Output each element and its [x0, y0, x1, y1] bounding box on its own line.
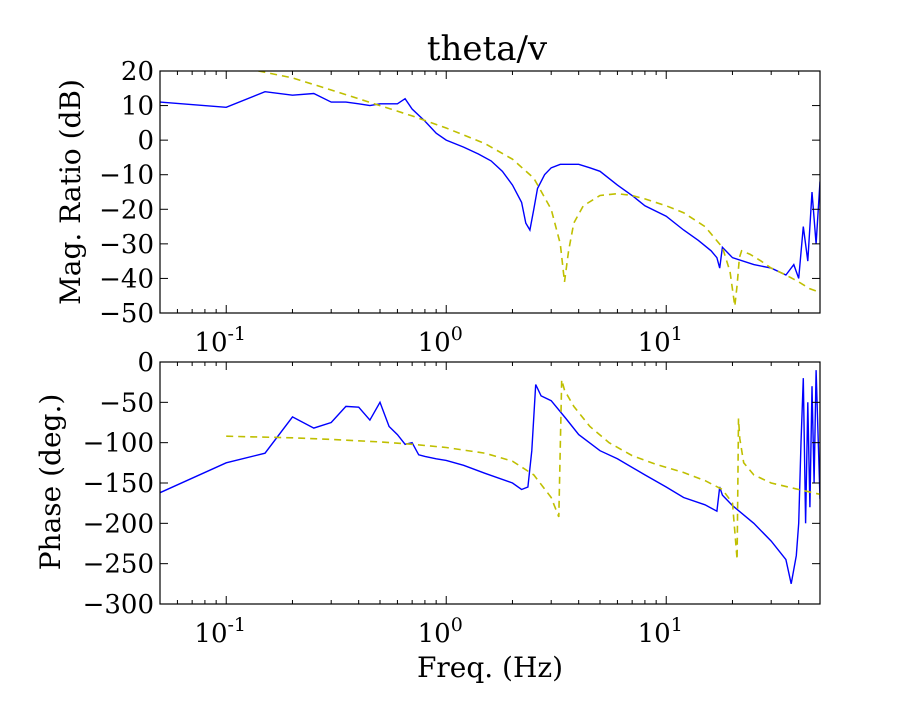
phase-x-tick-label: 100	[418, 614, 463, 649]
magnitude-y-tick-label: −50	[99, 299, 154, 329]
magnitude-y-tick-label: −20	[99, 195, 154, 225]
phase-y-tick-label: −150	[83, 469, 154, 499]
magnitude-plot-frame	[159, 70, 821, 314]
magnitude-x-tick-label: 10-1	[194, 323, 246, 358]
figure-xlabel: Freq. (Hz)	[417, 651, 563, 684]
magnitude-y-tick-label: 0	[137, 126, 154, 156]
figure-title: theta/v	[427, 29, 548, 69]
phase-series-measured-line	[160, 370, 820, 584]
phase-y-tick-label: 0	[137, 348, 154, 378]
magnitude-y-tick-label: −30	[99, 230, 154, 260]
phase-series-model-line	[226, 379, 820, 560]
phase-series-group	[160, 370, 820, 584]
phase-y-tick-label: −300	[83, 590, 154, 620]
magnitude-series-model-line	[258, 71, 820, 307]
magnitude-panel: Mag. Ratio (dB) 10-1 100 10120100−10−20−30…	[54, 57, 821, 358]
phase-ylabel: Phase (deg.)	[34, 394, 67, 571]
phase-x-tick-label: 101	[638, 614, 683, 649]
magnitude-y-tick-label: −40	[99, 264, 154, 294]
magnitude-x-tick-label: 101	[638, 323, 683, 358]
phase-x-tick-label: 10-1	[194, 614, 246, 649]
phase-plot-frame	[159, 361, 821, 605]
magnitude-y-tick-label: 10	[121, 92, 154, 122]
phase-y-tick-label: −100	[83, 429, 154, 459]
magnitude-y-tick-label: 20	[121, 57, 154, 87]
magnitude-series-measured-line	[160, 90, 820, 279]
phase-ticks-group: 10-1 100 101 0 −50 −100 −150 −200 −250 −300	[83, 348, 821, 649]
magnitude-y-tick-label: −10	[99, 161, 154, 191]
magnitude-x-tick-label: 100	[418, 323, 463, 358]
magnitude-series-group	[160, 71, 820, 307]
magnitude-ylabel: Mag. Ratio (dB)	[54, 79, 87, 305]
phase-y-tick-label: −250	[83, 550, 154, 580]
phase-y-tick-label: −200	[83, 509, 154, 539]
phase-y-tick-label: −50	[99, 388, 154, 418]
phase-panel: Phase (deg.) 10-1 100 101 0 −50 −100 −150 −200 −…	[34, 348, 821, 649]
